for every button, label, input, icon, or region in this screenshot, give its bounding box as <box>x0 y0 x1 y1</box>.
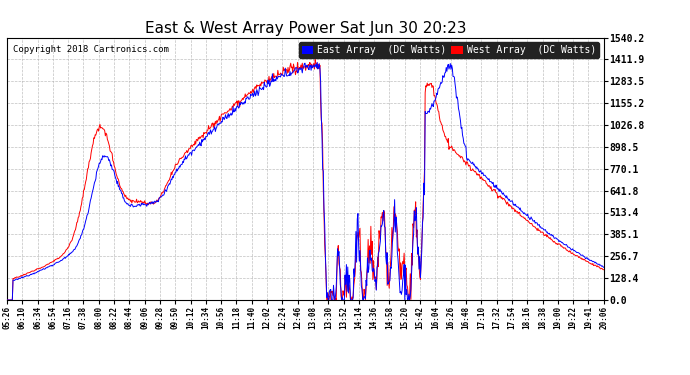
Text: Copyright 2018 Cartronics.com: Copyright 2018 Cartronics.com <box>13 45 169 54</box>
Title: East & West Array Power Sat Jun 30 20:23: East & West Array Power Sat Jun 30 20:23 <box>145 21 466 36</box>
Legend: East Array  (DC Watts), West Array  (DC Watts): East Array (DC Watts), West Array (DC Wa… <box>299 42 599 58</box>
